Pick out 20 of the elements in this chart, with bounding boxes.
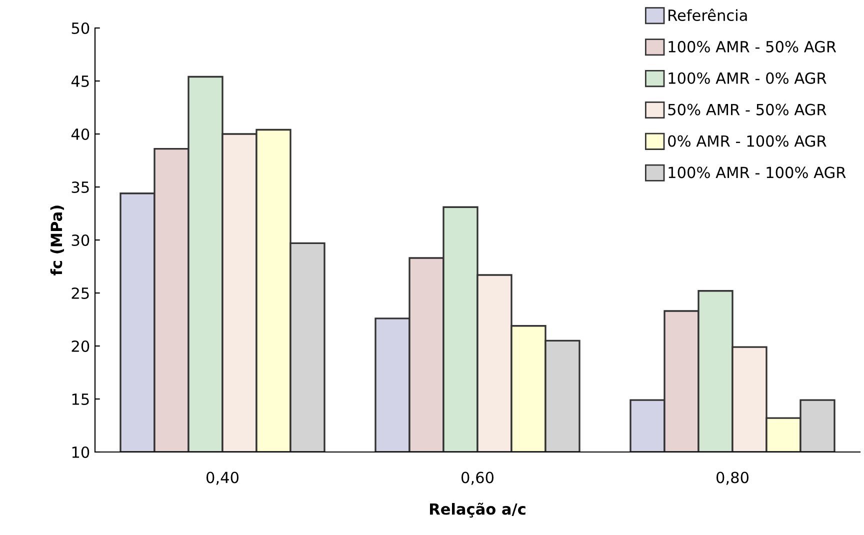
y-tick-label: 20 xyxy=(72,340,90,352)
y-tick-label: 50 xyxy=(72,22,90,34)
legend-label: 100% AMR - 0% AGR xyxy=(668,72,826,84)
x-axis-title: Relação a/c xyxy=(430,502,526,518)
y-tick-label: 10 xyxy=(72,446,90,458)
x-tick-label: 0,40 xyxy=(206,472,238,485)
legend-label: 100% AMR - 50% AGR xyxy=(668,40,836,52)
y-tick-label: 40 xyxy=(71,128,90,140)
x-tick-label: 0,80 xyxy=(716,472,748,485)
legend-label: Referência xyxy=(668,8,747,22)
legend-label: 50% AMR - 50% AGR xyxy=(668,104,826,116)
y-tick-label: 25 xyxy=(72,287,89,300)
y-tick-label: 30 xyxy=(72,234,90,246)
legend-label: 0% AMR - 100% AGR xyxy=(668,135,826,147)
x-tick-label: 0,60 xyxy=(462,472,494,485)
y-axis-title: fc (MPa) xyxy=(50,206,64,276)
y-tick-label: 15 xyxy=(72,394,89,406)
y-tick-label: 45 xyxy=(71,76,89,88)
y-tick-label: 35 xyxy=(72,181,89,194)
legend-label: 100% AMR - 100% AGR xyxy=(668,166,846,178)
